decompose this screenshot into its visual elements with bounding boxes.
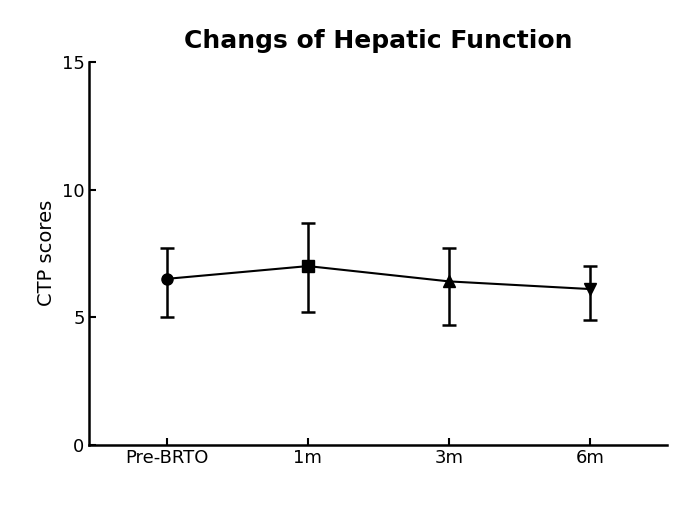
Title: Changs of Hepatic Function: Changs of Hepatic Function xyxy=(184,29,572,53)
Y-axis label: CTP scores: CTP scores xyxy=(37,200,56,307)
